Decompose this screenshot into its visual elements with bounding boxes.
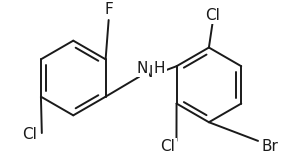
Text: N: N [142, 65, 153, 80]
Text: Br: Br [261, 139, 278, 154]
Text: Cl: Cl [160, 139, 175, 154]
Text: N: N [137, 61, 148, 76]
Text: H: H [154, 61, 165, 76]
Text: H: H [155, 63, 164, 76]
Text: F: F [104, 2, 113, 17]
Text: Cl: Cl [22, 127, 37, 141]
Text: Cl: Cl [205, 8, 220, 23]
